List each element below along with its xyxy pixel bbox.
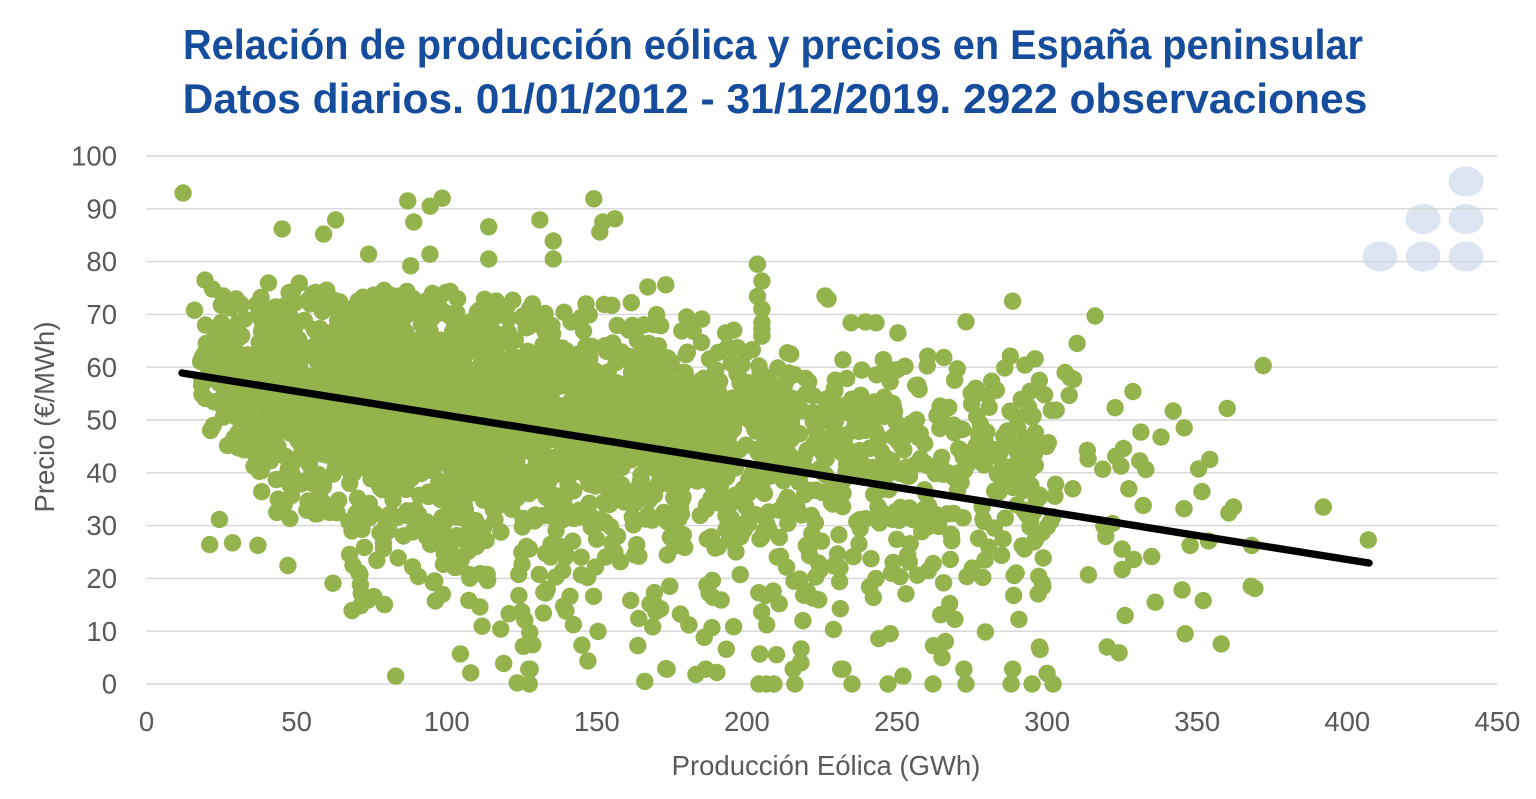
svg-text:90: 90 (86, 193, 117, 224)
svg-text:200: 200 (724, 706, 770, 737)
svg-text:150: 150 (574, 706, 620, 737)
svg-text:100: 100 (71, 141, 117, 172)
svg-text:10: 10 (86, 616, 117, 647)
svg-text:70: 70 (86, 299, 117, 330)
svg-text:Precio (€/MWh): Precio (€/MWh) (29, 322, 60, 513)
svg-text:20: 20 (86, 563, 117, 594)
svg-text:450: 450 (1474, 706, 1520, 737)
svg-text:350: 350 (1174, 706, 1220, 737)
svg-text:0: 0 (139, 706, 154, 737)
svg-text:50: 50 (281, 706, 312, 737)
svg-text:0: 0 (102, 669, 117, 700)
svg-text:300: 300 (1024, 706, 1070, 737)
svg-text:50: 50 (86, 405, 117, 436)
svg-text:60: 60 (86, 352, 117, 383)
svg-text:Datos diarios. 01/01/2012 - 31: Datos diarios. 01/01/2012 - 31/12/2019. … (183, 75, 1368, 122)
svg-text:80: 80 (86, 246, 117, 277)
svg-text:400: 400 (1324, 706, 1370, 737)
svg-text:Relación de producción eólica: Relación de producción eólica y precios … (183, 21, 1363, 68)
svg-text:40: 40 (86, 457, 117, 488)
svg-text:Producción Eólica (GWh): Producción Eólica (GWh) (672, 750, 981, 781)
svg-text:30: 30 (86, 510, 117, 541)
svg-text:100: 100 (424, 706, 470, 737)
svg-text:250: 250 (874, 706, 920, 737)
